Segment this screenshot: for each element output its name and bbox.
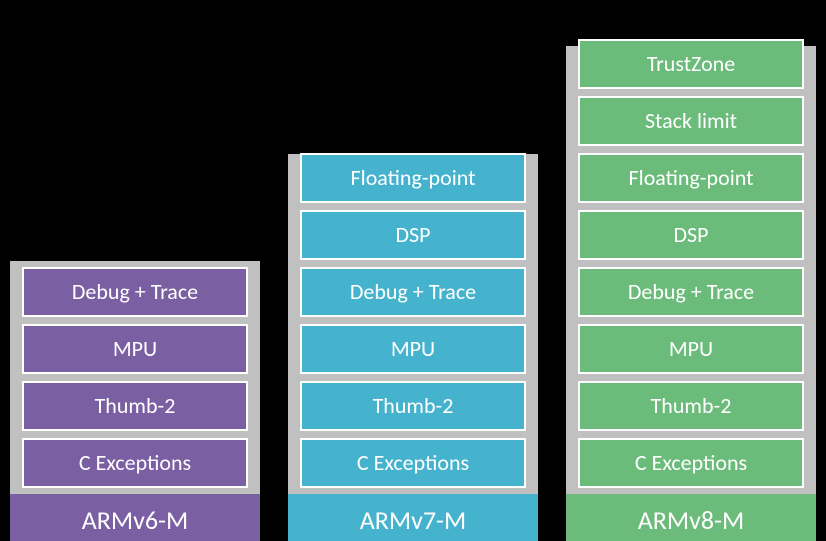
column-label-armv8m: ARMv8-M (566, 494, 816, 541)
feature-stack-armv6m: Debug + Trace MPU Thumb-2 C Exceptions (10, 261, 260, 494)
column-armv6m: Debug + Trace MPU Thumb-2 C Exceptions ARMv6… (10, 261, 260, 541)
column-label-armv6m: ARMv6-M (10, 494, 260, 541)
feature-stack-armv8m: TrustZoneStack limitFloating-pointDSPDeb… (566, 46, 816, 494)
feature-box: MPU (22, 324, 248, 374)
feature-box: Debug + Trace (300, 267, 526, 317)
feature-box: DSP (578, 210, 804, 260)
feature-box: C Exceptions (300, 438, 526, 488)
feature-box: MPU (578, 324, 804, 374)
feature-stack-armv7m: Floating-point DSP Debug + Trace MPU Thumb-2… (288, 154, 538, 494)
feature-box: Floating-point (300, 153, 526, 203)
feature-box: Thumb-2 (300, 381, 526, 431)
column-label-armv7m: ARMv7-M (288, 494, 538, 541)
diagram-stage: Debug + Trace MPU Thumb-2 C Exceptions ARMv6… (0, 0, 826, 541)
feature-box: Thumb-2 (578, 381, 804, 431)
feature-box: C Exceptions (22, 438, 248, 488)
feature-box: Debug + Trace (578, 267, 804, 317)
column-armv7m: Floating-point DSP Debug + Trace MPU Thumb-2… (288, 154, 538, 541)
feature-box: Debug + Trace (22, 267, 248, 317)
column-armv8m: TrustZoneStack limitFloating-pointDSPDeb… (566, 46, 816, 541)
feature-box: TrustZone (578, 39, 804, 89)
feature-box: Thumb-2 (22, 381, 248, 431)
feature-box: Floating-point (578, 153, 804, 203)
feature-box: DSP (300, 210, 526, 260)
feature-box: Stack limit (578, 96, 804, 146)
feature-box: C Exceptions (578, 438, 804, 488)
feature-box: MPU (300, 324, 526, 374)
